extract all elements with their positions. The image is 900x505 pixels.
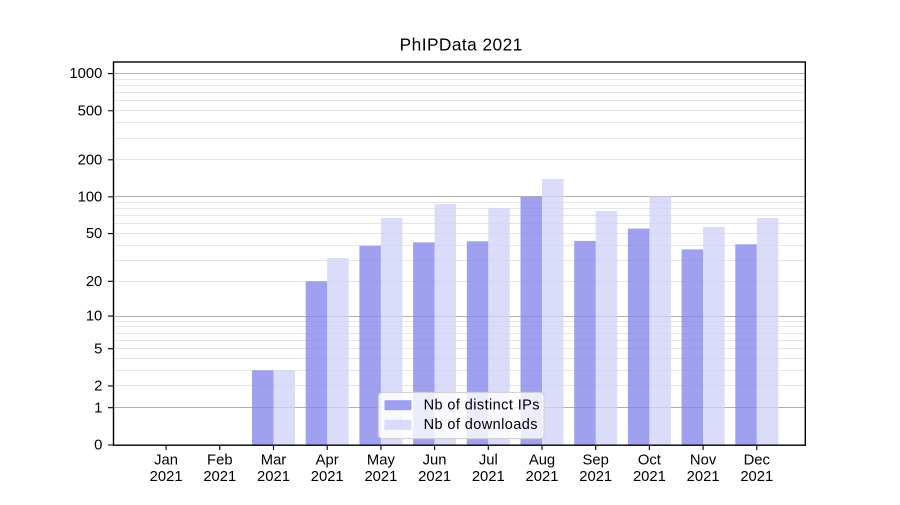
svg-text:Jun: Jun	[423, 453, 447, 469]
svg-text:5: 5	[94, 341, 102, 357]
svg-text:Jan: Jan	[154, 453, 178, 469]
svg-text:2021: 2021	[311, 469, 344, 485]
svg-text:Mar: Mar	[261, 453, 287, 469]
svg-text:Nb of distinct IPs: Nb of distinct IPs	[424, 398, 540, 414]
svg-text:50: 50	[86, 226, 102, 242]
svg-text:2021: 2021	[418, 469, 451, 485]
svg-text:2021: 2021	[257, 469, 290, 485]
svg-text:2021: 2021	[687, 469, 720, 485]
svg-text:Apr: Apr	[316, 453, 339, 469]
svg-text:Aug: Aug	[529, 453, 555, 469]
svg-text:200: 200	[78, 152, 103, 168]
svg-text:1000: 1000	[69, 66, 102, 82]
svg-text:1: 1	[94, 400, 102, 416]
svg-text:2021: 2021	[579, 469, 612, 485]
svg-text:Jul: Jul	[479, 453, 498, 469]
svg-text:Oct: Oct	[638, 453, 661, 469]
svg-text:2021: 2021	[203, 469, 236, 485]
svg-text:2021: 2021	[740, 469, 773, 485]
svg-text:Nov: Nov	[690, 453, 717, 469]
svg-text:Nb of downloads: Nb of downloads	[424, 417, 538, 433]
svg-text:2021: 2021	[150, 469, 183, 485]
svg-text:Sep: Sep	[583, 453, 609, 469]
svg-text:10: 10	[86, 309, 102, 325]
svg-text:2021: 2021	[472, 469, 505, 485]
svg-text:2021: 2021	[633, 469, 666, 485]
svg-text:PhIPData 2021: PhIPData 2021	[400, 35, 523, 55]
svg-text:2021: 2021	[526, 469, 559, 485]
svg-text:100: 100	[78, 189, 103, 205]
svg-text:2021: 2021	[364, 469, 397, 485]
svg-text:500: 500	[78, 103, 103, 119]
svg-text:Feb: Feb	[207, 453, 233, 469]
svg-text:0: 0	[94, 438, 102, 454]
svg-text:Dec: Dec	[744, 453, 771, 469]
svg-text:2: 2	[94, 379, 102, 395]
svg-text:May: May	[367, 453, 396, 469]
svg-text:20: 20	[86, 274, 102, 290]
